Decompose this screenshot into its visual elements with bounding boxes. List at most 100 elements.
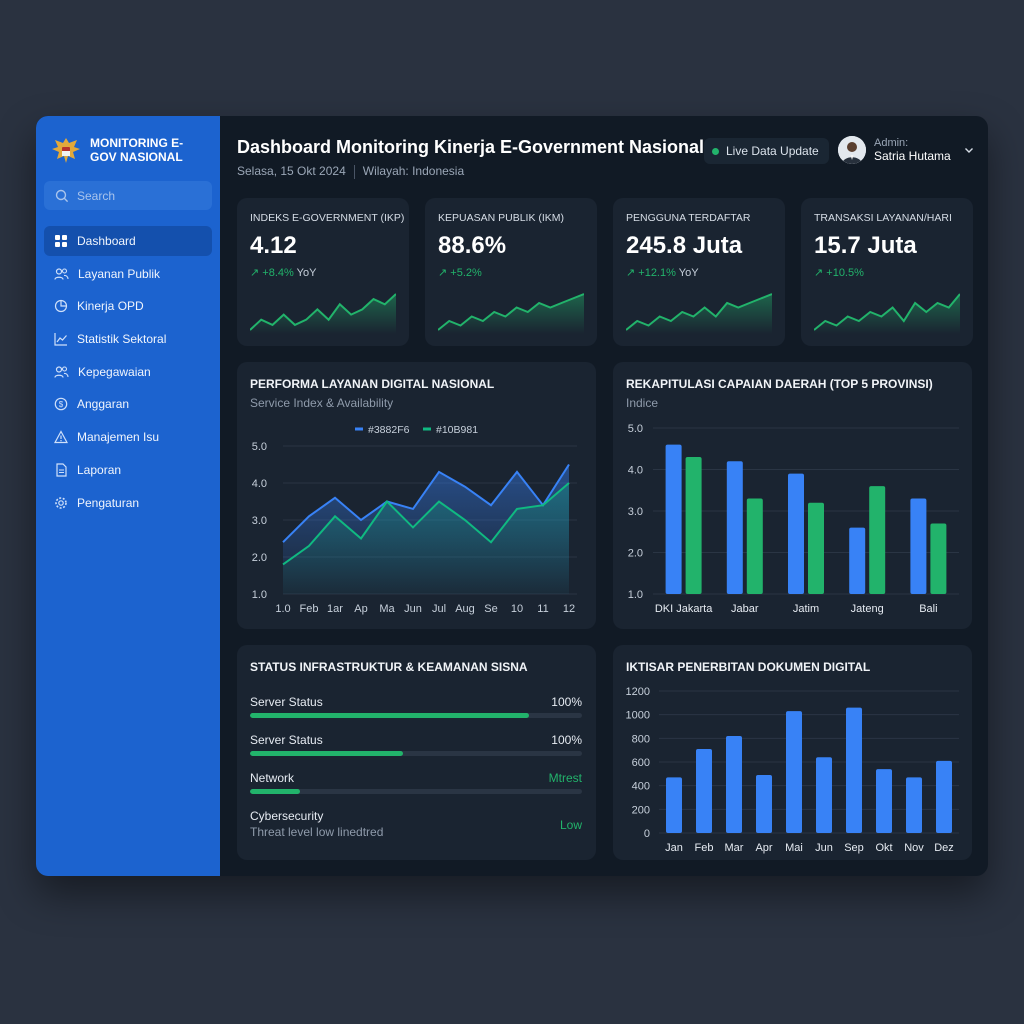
cybersecurity-note: Threat level low linedtred xyxy=(250,825,384,839)
sidebar-item-label: Layanan Publik xyxy=(78,266,161,281)
bar xyxy=(876,769,892,833)
y-tick-label: 400 xyxy=(632,781,650,793)
region-label: Wilayah: Indonesia xyxy=(362,164,465,178)
stat-card-ikp[interactable]: INDEKS E-GOVERNMENT (IKP) 4.12 ↗ +8.4% Y… xyxy=(237,198,409,346)
stat-change-value: ↗ +10.5% xyxy=(814,267,864,279)
sparkline-line xyxy=(626,293,772,331)
stat-change: ↗ +8.4% YoY xyxy=(250,266,316,279)
panel-title: STATUS INFRASTRUKTUR & KEAMANAN SISNA xyxy=(250,660,528,674)
current-date: Selasa, 15 Okt 2024 xyxy=(237,164,346,178)
live-data-badge[interactable]: Live Data Update xyxy=(704,138,829,164)
y-tick-label: 4.0 xyxy=(628,465,643,477)
progress-fill xyxy=(250,713,529,718)
alert-icon xyxy=(54,430,68,444)
search-box[interactable] xyxy=(44,181,212,210)
x-tick-label: Aug xyxy=(455,603,475,615)
x-tick-label: Jabar xyxy=(731,603,759,615)
sidebar-item-manajemen-isu[interactable]: Manajemen Isu xyxy=(44,422,212,452)
bar xyxy=(726,735,742,833)
stat-change: ↗ +10.5% xyxy=(814,266,864,279)
x-tick-label: Mar xyxy=(725,842,744,854)
gear-icon xyxy=(55,496,67,509)
cybersecurity-level: Low xyxy=(559,818,582,832)
x-tick-label: Sep xyxy=(844,842,864,854)
bar xyxy=(696,748,712,833)
stat-value: 88.6% xyxy=(438,232,507,259)
series-line-1 xyxy=(282,482,570,566)
sparkline-area xyxy=(626,294,772,334)
bar-1 xyxy=(746,498,763,594)
x-tick-label: Se xyxy=(484,603,497,615)
stat-label: KEPUASAN PUBLIK (IKM) xyxy=(438,212,565,224)
x-tick-label: Jul xyxy=(432,603,446,615)
x-tick-label: Feb xyxy=(300,603,319,615)
users-icon xyxy=(54,268,69,280)
x-tick-label: DKI Jakarta xyxy=(655,603,713,615)
search-input[interactable] xyxy=(77,188,197,203)
stat-change: ↗ +12.1% YoY xyxy=(626,266,699,279)
x-tick-label: Jun xyxy=(404,603,422,615)
user-menu[interactable]: Admin: Satria Hutama xyxy=(838,136,975,164)
sidebar-item-label: Kepegawaian xyxy=(78,364,151,379)
stat-change-value: ↗ +12.1% xyxy=(626,267,676,279)
stat-value: 4.12 xyxy=(250,232,297,259)
sidebar-item-label: Pengaturan xyxy=(77,495,140,510)
sidebar-item-anggaran[interactable]: $ Anggaran xyxy=(44,389,212,419)
sparkline-line xyxy=(814,293,960,331)
x-tick-label: 11 xyxy=(537,603,548,615)
avatar xyxy=(838,136,866,164)
documents-bar-chart: 1200 1000 800 600 400 200 0 Jan Feb Mar Apr Mai Jun S… xyxy=(626,686,959,854)
bar-1 xyxy=(869,486,886,594)
sidebar-item-dashboard[interactable]: Dashboard xyxy=(44,226,212,256)
user-role: Admin: xyxy=(874,137,909,149)
y-tick-label: 0 xyxy=(644,828,650,840)
sidebar-item-kinerja-opd[interactable]: Kinerja OPD xyxy=(44,291,212,321)
x-tick-label: Ap xyxy=(354,603,367,615)
sidebar-item-label: Anggaran xyxy=(77,397,130,412)
infra-row-value: 100% xyxy=(551,733,582,747)
stat-value: 15.7 Juta xyxy=(814,232,917,259)
x-tick-label: Jatim xyxy=(793,603,819,615)
x-tick-label: Dez xyxy=(934,842,954,854)
panel-subtitle: Indice xyxy=(626,396,659,410)
sidebar-item-kepegawaian[interactable]: Kepegawaian xyxy=(44,357,212,387)
bar-0 xyxy=(788,473,804,594)
sidebar-item-pengaturan[interactable]: Pengaturan xyxy=(44,488,212,518)
panel-title: IKTISAR PENERBITAN DOKUMEN DIGITAL xyxy=(626,660,871,674)
progress-fill xyxy=(250,751,403,756)
sidebar-item-layanan-publik[interactable]: Layanan Publik xyxy=(44,259,212,289)
documents-chart-panel: IKTISAR PENERBITAN DOKUMEN DIGITAL 1200 1… xyxy=(613,645,972,860)
panel-title: PERFORMA LAYANAN DIGITAL NASIONAL xyxy=(250,377,495,391)
stat-label: TRANSAKSI LAYANAN/HARI xyxy=(814,212,952,224)
sparkline-area xyxy=(814,294,960,334)
infra-row-value: 100% xyxy=(551,695,582,709)
bar-0 xyxy=(665,444,682,594)
y-tick-label: 2.0 xyxy=(628,548,643,560)
stat-change-value: ↗ +8.4% xyxy=(250,267,294,279)
y-tick-label: 5.0 xyxy=(252,441,267,453)
brand[interactable]: MONITORING E-GOV NASIONAL xyxy=(50,134,200,166)
sparkline-line xyxy=(438,293,584,331)
sidebar-nav: Dashboard Layanan Publik Kinerja OPD Sta… xyxy=(44,226,212,520)
stat-card-transaksi[interactable]: TRANSAKSI LAYANAN/HARI 15.7 Juta ↗ +10.5… xyxy=(801,198,973,346)
line-chart-icon xyxy=(54,333,67,346)
performance-area-chart: 5.0 4.0 3.0 2.0 1.0 1.0 Feb 1ar Ap Ma Jun Jul Aug Se 1… xyxy=(252,424,577,615)
sparkline-area xyxy=(250,294,396,334)
sidebar-item-statistik-sektoral[interactable]: Statistik Sektoral xyxy=(44,324,212,354)
sparkline-transaksi xyxy=(814,293,960,334)
stat-change-suffix: YoY xyxy=(678,267,699,279)
stat-card-pengguna[interactable]: PENGGUNA TERDAFTAR 245.8 Juta ↗ +12.1% Y… xyxy=(613,198,785,346)
sidebar-item-laporan[interactable]: Laporan xyxy=(44,455,212,485)
y-tick-label: 4.0 xyxy=(252,478,267,490)
brand-title: MONITORING E-GOV NASIONAL xyxy=(90,136,184,164)
pie-chart-icon xyxy=(54,300,68,313)
sidebar-item-label: Manajemen Isu xyxy=(77,430,160,445)
regional-bar-chart: 5.0 4.0 3.0 2.0 1.0 DKI Jakarta Jabar Jatim Jate… xyxy=(628,423,959,615)
y-tick-label: 1200 xyxy=(626,686,650,698)
infra-row-label: Server Status xyxy=(250,733,323,747)
dashboard-window: MONITORING E-GOV NASIONAL Dashboard Laya… xyxy=(36,116,988,876)
chevron-down-icon[interactable] xyxy=(963,144,975,156)
sparkline-ikp xyxy=(250,293,396,334)
stat-card-ikm[interactable]: KEPUASAN PUBLIK (IKM) 88.6% ↗ +5.2% xyxy=(425,198,597,346)
svg-text:$: $ xyxy=(59,400,64,409)
